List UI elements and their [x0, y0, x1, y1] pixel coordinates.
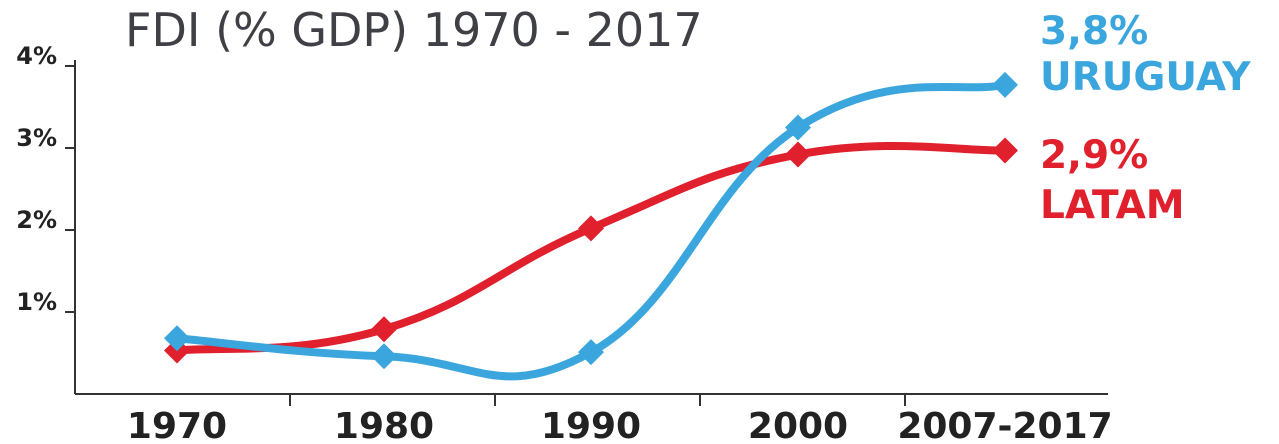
data-point-uruguay — [164, 325, 190, 352]
series-name-label-uruguay: URUGUAY — [1040, 55, 1251, 100]
chart-title: FDI (% GDP) 1970 - 2017 — [125, 3, 703, 57]
series-markers — [164, 71, 1018, 370]
y-ticks: 1% 2% 3% 4% — [16, 42, 75, 316]
end-value-label-latam: 2,9% — [1040, 133, 1148, 178]
data-point-uruguay — [785, 114, 811, 141]
data-point-latam — [785, 141, 811, 168]
x-tick-label: 2000 — [748, 406, 848, 444]
data-point-uruguay — [992, 71, 1018, 98]
x-ticks: 1970 1980 1990 2000 2007-2017 — [127, 394, 1113, 444]
y-tick-label: 4% — [16, 42, 57, 70]
series-end-labels: 3,8%URUGUAY 2,9% LATAM — [1040, 9, 1251, 228]
x-tick-label: 1990 — [541, 406, 641, 444]
x-tick-label: 1980 — [334, 406, 434, 444]
x-tick-label: 1970 — [127, 406, 227, 444]
y-tick-label: 2% — [16, 206, 57, 234]
series-line-uruguay — [173, 80, 1009, 381]
x-tick-label: 2007-2017 — [897, 406, 1112, 444]
data-point-latam — [992, 137, 1018, 164]
data-point-latam — [371, 316, 397, 343]
y-tick-label: 1% — [16, 288, 57, 316]
data-point-uruguay — [371, 343, 397, 370]
series-name-label-latam: LATAM — [1040, 183, 1185, 228]
end-value-label-uruguay: 3,8% — [1040, 9, 1148, 54]
data-point-latam — [578, 215, 604, 242]
series-line-latam — [173, 141, 1009, 355]
y-tick-label: 3% — [16, 124, 57, 152]
data-point-uruguay — [578, 339, 604, 366]
